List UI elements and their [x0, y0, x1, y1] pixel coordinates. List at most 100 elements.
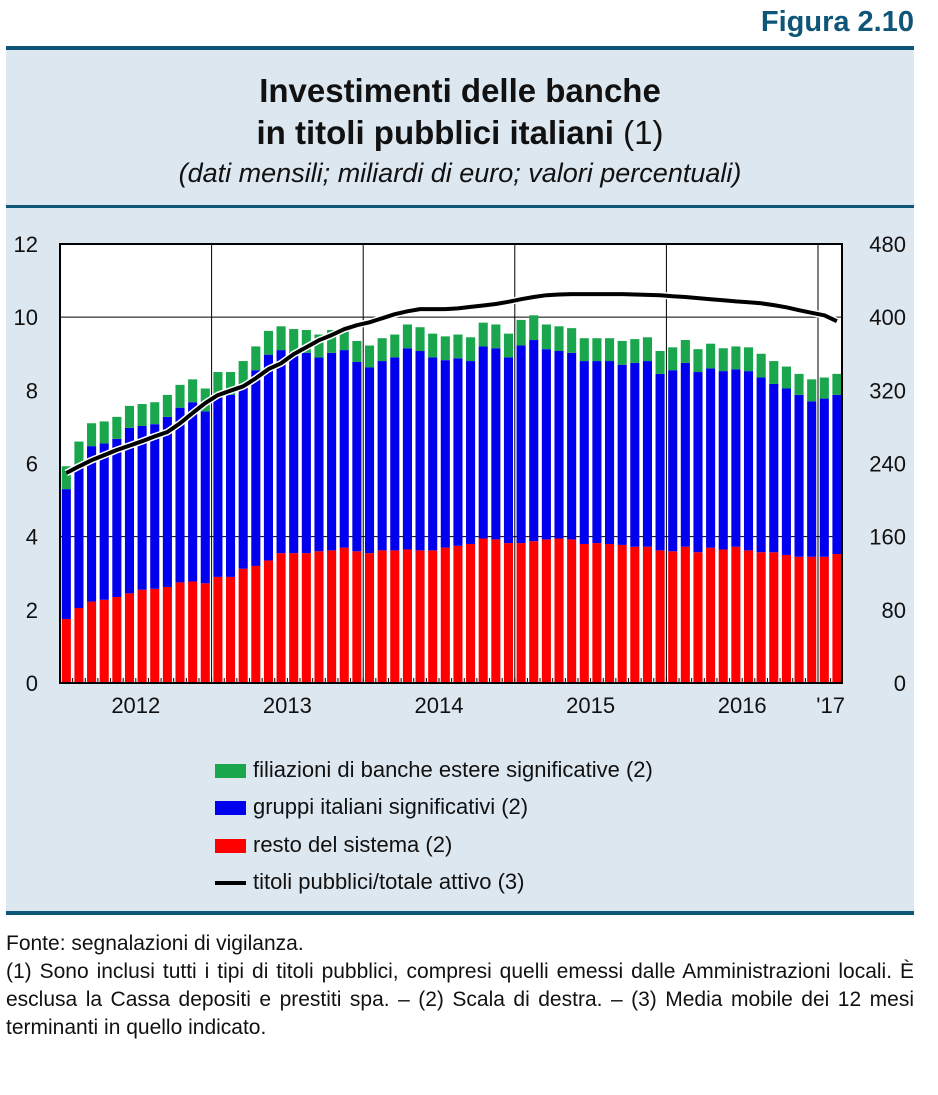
bar-segment	[630, 339, 640, 363]
bar-segment	[137, 589, 147, 683]
bar-segment	[731, 346, 741, 370]
y-right-tick-label: 80	[882, 598, 906, 623]
bar-segment	[516, 319, 526, 346]
bar-segment	[276, 553, 286, 683]
bar-segment	[162, 416, 172, 587]
bar-segment	[743, 550, 754, 683]
y-right-tick-label: 240	[869, 452, 906, 477]
chart-title-line2-text: in titoli pubblici italiani	[256, 114, 614, 151]
bar-segment	[541, 324, 551, 350]
bar-segment	[402, 324, 412, 349]
bar-segment	[402, 549, 412, 683]
bar-segment	[781, 366, 791, 389]
bar-segment	[251, 370, 261, 566]
footnotes: Fonte: segnalazioni di vigilanza. (1) So…	[6, 930, 914, 1042]
footnote-text: (1) Sono inclusi tutti i tipi di titoli …	[6, 960, 914, 1039]
bar-segment	[213, 576, 223, 683]
bar-segment	[756, 377, 766, 553]
bar-segment	[327, 352, 337, 551]
bar-segment	[124, 427, 135, 594]
y-left-tick-label: 8	[26, 378, 38, 403]
bar-segment	[491, 348, 501, 540]
y-right-tick-label: 480	[869, 232, 906, 257]
bar-segment	[74, 608, 84, 683]
bar-segment	[213, 372, 223, 395]
bar-segment	[630, 546, 640, 683]
bar-segment	[339, 350, 349, 548]
y-axis-right-labels: 0 80 160 240 320 400 480	[869, 232, 906, 696]
chart-subtitle: (dati mensili; miliardi di euro; valori …	[178, 158, 742, 188]
legend-label: resto del sistema (2)	[253, 832, 453, 857]
bar-segment	[238, 361, 248, 387]
bar-segment	[263, 560, 273, 683]
bar-segment	[390, 550, 400, 683]
x-tick-label: 2013	[263, 693, 312, 718]
bar-segment	[529, 315, 539, 341]
bar-segment	[567, 539, 577, 683]
y-right-tick-label: 0	[894, 671, 906, 696]
y-axis-left-labels: 0 2 4 6 8 10 12	[14, 232, 38, 696]
x-tick-label: '17	[816, 693, 845, 718]
bar-segment	[491, 324, 501, 349]
bar-segment	[756, 552, 766, 683]
bar-segment	[150, 588, 160, 683]
bar-segment	[516, 543, 526, 683]
bar-segment	[478, 538, 488, 683]
bar-segment	[668, 347, 678, 371]
bar-segment	[453, 334, 463, 359]
bar-segment	[175, 582, 185, 683]
bar-segment	[390, 357, 400, 551]
y-left-tick-label: 2	[26, 598, 38, 623]
legend-label: titoli pubblici/totale attivo (3)	[253, 869, 525, 894]
bar-segment	[655, 373, 665, 551]
bar-segment	[491, 539, 501, 683]
figure-label: Figura 2.10	[760, 6, 914, 38]
bar-segment	[175, 407, 185, 583]
bar-segment	[440, 547, 450, 683]
bar-segment	[289, 553, 299, 683]
bar-segment	[390, 334, 400, 358]
bar-segment	[567, 352, 577, 540]
bar-segment	[680, 362, 690, 547]
header-divider	[6, 205, 914, 208]
bar-segment	[289, 351, 299, 554]
bar-segment	[364, 367, 375, 554]
x-ticks	[72, 678, 832, 683]
bar-segment	[188, 402, 198, 582]
bar-segment	[592, 543, 602, 683]
bar-segment	[554, 538, 564, 683]
bar-segment	[162, 586, 172, 683]
y-right-tick-label: 400	[869, 305, 906, 330]
bar-segment	[364, 345, 375, 368]
bar-segment	[99, 443, 109, 600]
bar-segment	[769, 383, 779, 553]
legend-label: filiazioni di banche estere significativ…	[253, 757, 653, 782]
bar-segment	[112, 597, 122, 683]
bar-segment	[175, 384, 185, 408]
legend-swatch-line	[215, 881, 246, 885]
bar-segment	[99, 421, 109, 444]
bar-segment	[301, 352, 311, 554]
bar-segment	[554, 326, 564, 352]
bar-segment	[415, 351, 425, 551]
y-right-tick-label: 320	[869, 378, 906, 403]
bar-segment	[440, 360, 450, 548]
bar-segment	[706, 547, 716, 683]
chart-title-note: (1)	[623, 114, 664, 151]
ratio-line-path	[65, 292, 838, 475]
bar-segment	[769, 361, 779, 384]
bar-segment	[630, 362, 640, 547]
bar-segment	[251, 346, 261, 371]
bar-segment	[718, 549, 728, 683]
bar-segment	[529, 541, 539, 683]
y-left-tick-label: 6	[26, 452, 38, 477]
bar-segment	[529, 340, 539, 542]
bar-segment	[188, 379, 198, 403]
bar-segment	[352, 361, 362, 552]
bar-segment	[238, 568, 248, 683]
y-right-tick-label: 160	[869, 525, 906, 550]
bar-segment	[832, 394, 842, 555]
bar-segment	[756, 353, 766, 378]
bar-segment	[781, 388, 791, 555]
bar-segment	[807, 379, 817, 402]
